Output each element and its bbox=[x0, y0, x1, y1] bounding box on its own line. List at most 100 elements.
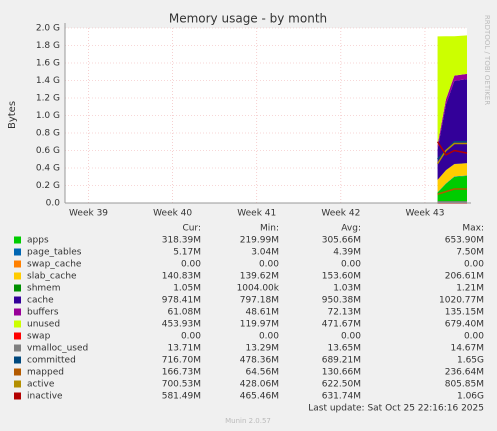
legend-stat: 0.00 bbox=[259, 260, 279, 270]
legend-stat: 72.13M bbox=[327, 308, 361, 318]
legend-name: page_tables bbox=[27, 248, 82, 258]
y-tick-label: 0.6 G bbox=[36, 146, 60, 156]
line bbox=[437, 188, 467, 195]
legend-stat: 166.73M bbox=[162, 368, 201, 378]
legend-name: shmem bbox=[27, 284, 60, 294]
legend-header: Min: bbox=[260, 224, 279, 234]
legend-stat: 13.71M bbox=[167, 344, 201, 354]
legend-stat: 5.17M bbox=[173, 248, 201, 258]
y-tick-label: 1.0 G bbox=[36, 111, 60, 121]
legend-name: active bbox=[27, 380, 55, 390]
legend-name: unused bbox=[27, 320, 60, 330]
legend-name: committed bbox=[27, 356, 76, 366]
legend-swatch bbox=[14, 260, 21, 268]
footer: Munin 2.0.57 bbox=[225, 417, 271, 425]
legend-stat: 700.53M bbox=[162, 380, 201, 390]
legend-swatch bbox=[14, 368, 21, 376]
legend-name: swap bbox=[27, 332, 51, 342]
legend-stat: 1.65G bbox=[457, 356, 484, 366]
legend-stat: 4.39M bbox=[333, 248, 361, 258]
legend-stat: 130.66M bbox=[322, 368, 361, 378]
y-tick-label: 1.6 G bbox=[36, 59, 60, 69]
legend-stat: 140.83M bbox=[162, 272, 201, 282]
legend-swatch bbox=[14, 236, 21, 244]
legend-stat: 622.50M bbox=[322, 380, 361, 390]
legend-stat: 716.70M bbox=[162, 356, 201, 366]
legend-stat: 1.03M bbox=[333, 284, 361, 294]
legend-stat: 13.65M bbox=[327, 344, 361, 354]
y-tick-label: 0.0 bbox=[46, 199, 61, 209]
legend-stat: 0.00 bbox=[464, 332, 484, 342]
legend-name: cache bbox=[27, 296, 54, 306]
legend-swatch bbox=[14, 308, 21, 316]
legend-stat: 0.00 bbox=[341, 332, 361, 342]
legend-stat: 978.41M bbox=[162, 296, 201, 306]
legend-swatch bbox=[14, 320, 21, 328]
legend-swatch bbox=[14, 332, 21, 340]
legend-swatch bbox=[14, 248, 21, 256]
legend-stat: 950.38M bbox=[322, 296, 361, 306]
legend-name: mapped bbox=[27, 368, 64, 378]
y-tick-label: 1.2 G bbox=[36, 94, 60, 104]
legend-stat: 581.49M bbox=[162, 392, 201, 402]
legend-header: Cur: bbox=[182, 224, 201, 234]
legend-stat: 139.62M bbox=[240, 272, 279, 282]
legend-stat: 305.66M bbox=[322, 236, 361, 246]
y-tick-label: 0.2 G bbox=[36, 181, 60, 191]
legend-header: Max: bbox=[462, 224, 484, 234]
legend-stat: 1.21M bbox=[456, 284, 484, 294]
legend-stat: 7.50M bbox=[456, 248, 484, 258]
legend-stat: 0.00 bbox=[341, 260, 361, 270]
legend-stat: 453.93M bbox=[162, 320, 201, 330]
legend-stat: 805.85M bbox=[445, 380, 484, 390]
area bbox=[437, 35, 467, 145]
legend-stat: 478.36M bbox=[240, 356, 279, 366]
legend-name: vmalloc_used bbox=[27, 344, 88, 354]
legend-stat: 428.06M bbox=[240, 380, 279, 390]
legend-name: slab_cache bbox=[27, 272, 77, 282]
legend-stat: 1.06G bbox=[457, 392, 484, 402]
legend-stat: 653.90M bbox=[445, 236, 484, 246]
legend-stat: 679.40M bbox=[445, 320, 484, 330]
legend-stat: 236.64M bbox=[445, 368, 484, 378]
legend-stat: 797.18M bbox=[240, 296, 279, 306]
legend-stat: 689.21M bbox=[322, 356, 361, 366]
legend-stat: 64.56M bbox=[245, 368, 279, 378]
legend-stat: 206.61M bbox=[445, 272, 484, 282]
legend-stat: 1.05M bbox=[173, 284, 201, 294]
y-tick-label: 2.0 G bbox=[36, 24, 60, 34]
y-tick-label: 0.8 G bbox=[36, 129, 60, 139]
x-tick-label: Week 42 bbox=[321, 209, 360, 219]
legend-stat: 0.00 bbox=[181, 260, 201, 270]
legend-stat: 135.15M bbox=[445, 308, 484, 318]
legend-stat: 318.39M bbox=[162, 236, 201, 246]
legend-name: buffers bbox=[27, 308, 59, 318]
y-tick-label: 1.4 G bbox=[36, 76, 60, 86]
legend-stat: 219.99M bbox=[240, 236, 279, 246]
line bbox=[436, 142, 467, 165]
legend-swatch bbox=[14, 272, 21, 280]
x-tick-label: Week 39 bbox=[69, 209, 108, 219]
legend-stat: 13.29M bbox=[245, 344, 279, 354]
legend-name: swap_cache bbox=[27, 260, 82, 270]
legend-swatch bbox=[14, 296, 21, 304]
legend-stat: 1020.77M bbox=[439, 296, 484, 306]
legend-stat: 0.00 bbox=[464, 260, 484, 270]
chart-title: Memory usage - by month bbox=[169, 12, 327, 26]
legend-swatch bbox=[14, 380, 21, 388]
legend-stat: 0.00 bbox=[259, 332, 279, 342]
legend-swatch bbox=[14, 284, 21, 292]
legend-stat: 0.00 bbox=[181, 332, 201, 342]
side-text: RRDTOOL / TOBI OETIKER bbox=[483, 15, 491, 105]
area bbox=[437, 79, 467, 180]
legend-stat: 631.74M bbox=[322, 392, 361, 402]
y-tick-label: 0.4 G bbox=[36, 164, 60, 174]
legend-name: apps bbox=[27, 236, 49, 246]
legend-stat: 471.67M bbox=[322, 320, 361, 330]
legend-swatch bbox=[14, 392, 21, 400]
legend-header: Avg: bbox=[341, 224, 361, 234]
legend-swatch bbox=[14, 344, 21, 352]
legend-stat: 61.08M bbox=[167, 308, 201, 318]
legend-name: inactive bbox=[27, 392, 63, 402]
